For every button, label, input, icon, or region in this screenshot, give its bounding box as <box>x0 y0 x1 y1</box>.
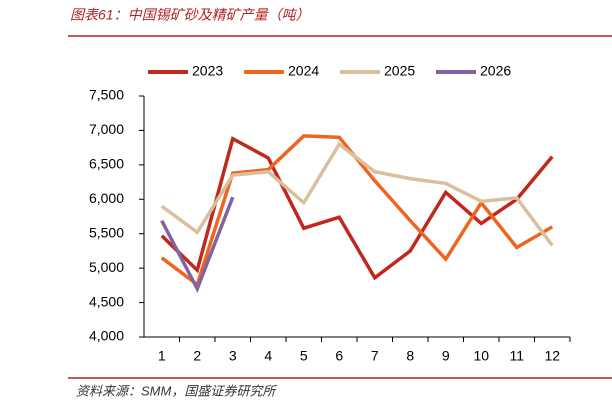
x-tick-label: 5 <box>300 348 308 364</box>
x-tick-label: 6 <box>335 348 343 364</box>
y-tick-label: 6,500 <box>89 156 124 172</box>
legend-label: 2024 <box>288 63 319 79</box>
series-line <box>160 141 554 247</box>
x-tick-label: 1 <box>158 348 166 364</box>
y-tick-label: 4,500 <box>89 293 124 309</box>
x-tick-label: 9 <box>442 348 450 364</box>
y-tick-label: 7,000 <box>89 121 124 137</box>
chart-title: 图表61：中国锡矿砂及精矿产量（吨） <box>70 7 310 23</box>
series-line <box>160 196 235 294</box>
x-tick-label: 3 <box>229 348 237 364</box>
x-tick-label: 7 <box>371 348 379 364</box>
series-line <box>160 136 554 281</box>
x-tick-label: 11 <box>509 348 524 364</box>
x-tick-label: 12 <box>544 348 560 364</box>
legend-label: 2026 <box>480 63 511 79</box>
y-tick-label: 5,000 <box>89 259 124 275</box>
x-tick-label: 10 <box>473 348 489 364</box>
x-tick-label: 4 <box>264 348 272 364</box>
source: 资料来源：SMM，国盛证券研究所 <box>76 383 277 398</box>
x-tick-label: 8 <box>406 348 414 364</box>
y-tick-label: 5,500 <box>89 224 124 240</box>
y-tick-label: 4,000 <box>89 328 124 344</box>
legend-label: 2025 <box>384 63 415 79</box>
x-tick-label: 2 <box>193 348 201 364</box>
legend-label: 2023 <box>192 63 223 79</box>
y-tick-label: 6,000 <box>89 190 124 206</box>
y-tick-label: 7,500 <box>89 87 124 103</box>
